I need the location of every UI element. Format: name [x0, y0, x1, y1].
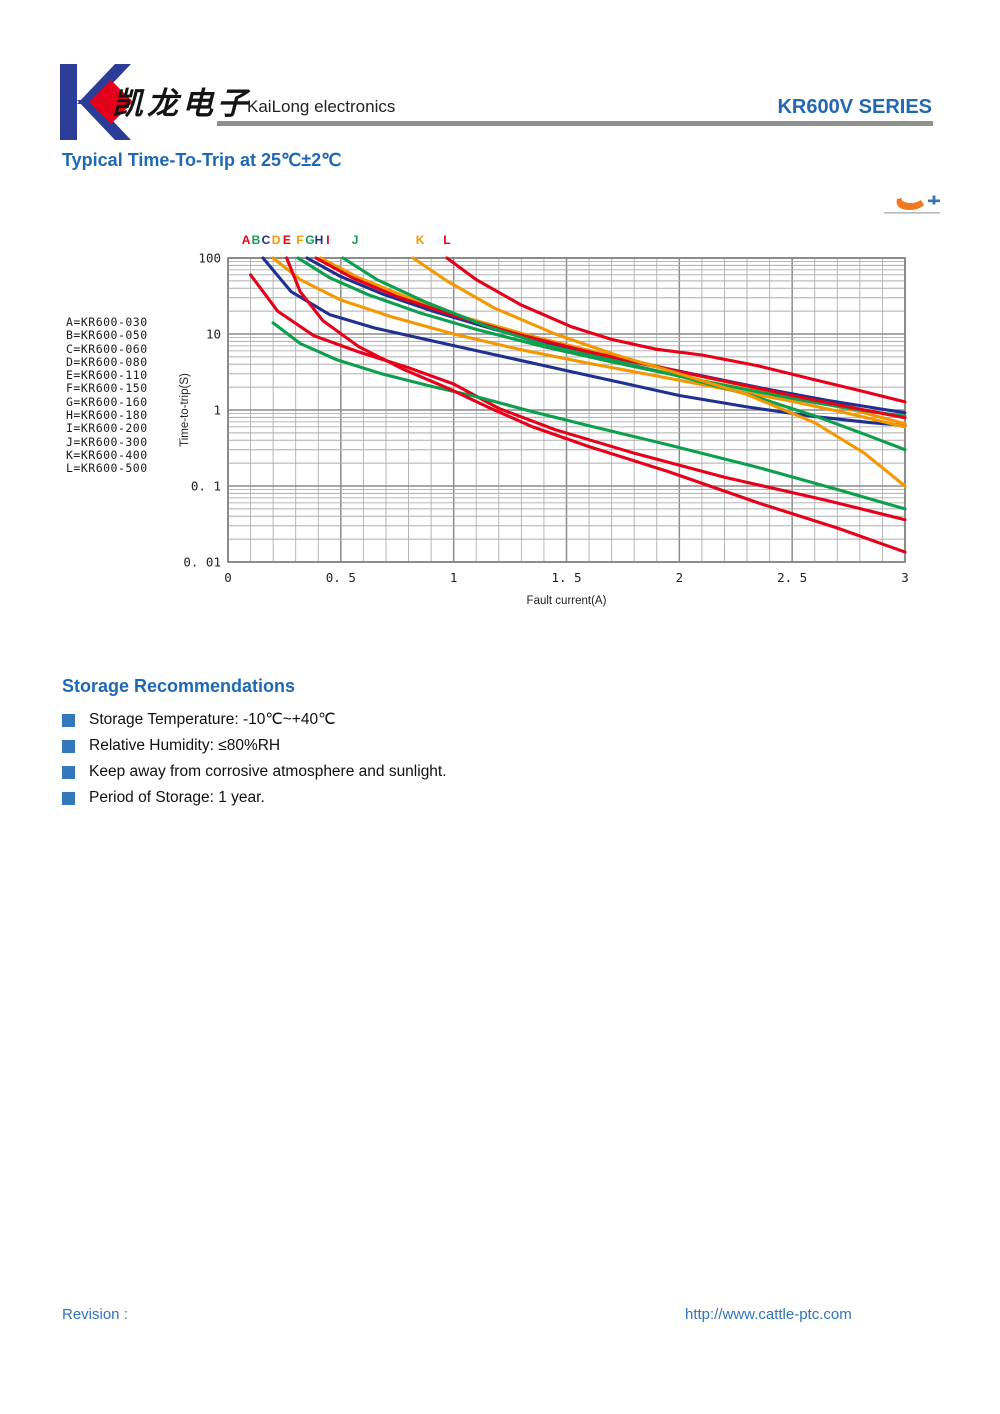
x-tick-label: 2	[676, 570, 684, 585]
revision-label: Revision :	[62, 1306, 128, 1323]
curve-letter-K: K	[416, 233, 425, 247]
curve-letter-G: G	[305, 233, 314, 247]
y-tick-label: 100	[198, 251, 221, 266]
kailong-logo-icon	[60, 64, 133, 140]
bullet-square-icon	[62, 714, 75, 727]
x-tick-label: 1	[450, 570, 458, 585]
x-axis-title: Fault current(A)	[527, 595, 607, 607]
x-tick-label: 0	[224, 570, 232, 585]
legend-item: J=KR600-300	[66, 434, 148, 449]
curve-letter-L: L	[443, 233, 450, 247]
legend-item: L=KR600-500	[66, 461, 148, 476]
curve-letter-A: A	[242, 233, 251, 247]
header-divider	[217, 121, 933, 126]
legend-item: E=KR600-110	[66, 368, 148, 383]
curve-letter-C: C	[262, 233, 271, 247]
legend-item: B=KR600-050	[66, 328, 148, 343]
curve-letter-J: J	[352, 233, 359, 247]
y-tick-label: 0. 01	[183, 555, 221, 570]
curve-letter-H: H	[315, 233, 324, 247]
curve-E	[285, 256, 907, 554]
curve-letter-E: E	[283, 233, 291, 247]
bullet-square-icon	[62, 792, 75, 805]
x-tick-label: 3	[901, 570, 909, 585]
curve-letter-B: B	[252, 233, 261, 247]
x-tick-label: 0. 5	[326, 570, 356, 585]
company-name-chinese: 凯龙电子	[112, 86, 252, 122]
company-name-english: KaiLong electronics	[247, 97, 396, 116]
y-tick-label: 10	[206, 327, 221, 342]
curve-K	[411, 256, 907, 488]
storage-heading: Storage Recommendations	[62, 676, 296, 696]
curve-I	[314, 256, 907, 420]
storage-recommendations: Storage Recommendations Storage Temperat…	[62, 676, 762, 811]
y-tick-label: 0. 1	[191, 479, 221, 494]
page-title: Typical Time-To-Trip at 25℃±2℃	[62, 150, 342, 170]
curve-B	[271, 321, 907, 511]
legend-item: G=KR600-160	[66, 394, 148, 409]
series-label: KR600V SERIES	[777, 96, 932, 118]
legend-item: C=KR600-060	[66, 341, 148, 356]
x-tick-label: 2. 5	[777, 570, 807, 585]
legend-item: K=KR600-400	[66, 447, 148, 462]
y-axis-title: Time-to-trip(S)	[179, 373, 191, 447]
bullet-square-icon	[62, 740, 75, 753]
chart-labels: A B C D E F G H I J K L 100 10 1 0. 1 0. 010 0. 5 1 1. 5 2 2.…	[179, 233, 909, 607]
chart-legend: A=KR600-030 B=KR600-050 C=KR600-060 D=KR600…	[66, 315, 148, 476]
watermark-swoosh-icon	[884, 195, 940, 214]
y-tick-label: 1	[213, 403, 221, 418]
x-tick-label: 1. 5	[551, 570, 581, 585]
curve-letter-D: D	[272, 233, 281, 247]
storage-list: Storage Temperature: -10℃~+40℃ Relative H…	[62, 707, 762, 811]
storage-item: Storage Temperature: -10℃~+40℃	[62, 707, 762, 733]
curve-letter-F: F	[296, 233, 303, 247]
legend-item: D=KR600-080	[66, 354, 148, 369]
legend-item: H=KR600-180	[66, 408, 148, 423]
bullet-square-icon	[62, 766, 75, 779]
storage-item: Relative Humidity: ≤80%RH	[62, 733, 762, 759]
storage-item: Keep away from corrosive atmosphere and …	[62, 759, 762, 785]
legend-item: I=KR600-200	[66, 421, 148, 436]
chart-canvas: A B C D E F G H I J K L 100 10 1 0. 1 0. 010 0. 5 1 1. 5 2 2.…	[179, 195, 940, 607]
storage-item: Period of Storage: 1 year.	[62, 785, 762, 811]
legend-item: A=KR600-030	[66, 315, 148, 329]
curve-L	[445, 256, 907, 404]
curve-G	[296, 256, 907, 418]
legend-item: F=KR600-150	[66, 381, 148, 396]
time-to-trip-chart: A B C D E F G H I J K L 100 10 1 0. 1 0. 01 0 0. 5 1 1. 5 2 2.…	[0, 190, 1000, 620]
chart-curves	[249, 256, 907, 554]
curve-D	[271, 256, 907, 429]
curve-letter-I: I	[326, 233, 329, 247]
website-link[interactable]: http://www.cattle-ptc.com	[685, 1306, 852, 1323]
curve-J	[341, 256, 907, 452]
